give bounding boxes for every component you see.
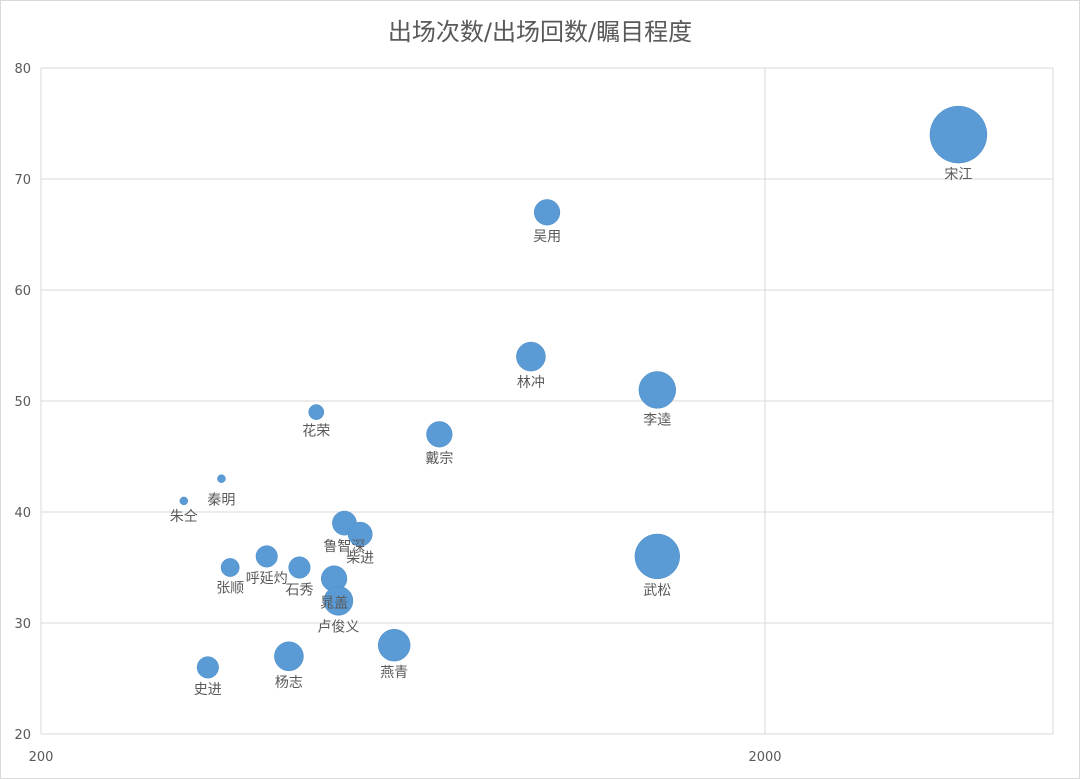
point-label: 秦明 — [207, 493, 235, 509]
point-label: 史进 — [194, 682, 222, 698]
bubble-point — [255, 545, 278, 568]
point-label: 石秀 — [286, 582, 314, 598]
y-tick-label: 20 — [14, 728, 31, 743]
bubble-point — [929, 105, 988, 164]
bubble-point — [533, 199, 561, 226]
axis-tick-labels: 20 30 40 50 60 70 80 200 2000 — [14, 62, 781, 765]
point-label: 燕青 — [380, 665, 408, 681]
point-label: 武松 — [643, 583, 671, 599]
bubble-point — [426, 421, 453, 448]
point-label: 晁盖 — [320, 595, 348, 611]
bubble-point — [638, 371, 677, 409]
point-label: 戴宗 — [425, 451, 453, 467]
point-label: 宋江 — [944, 167, 972, 183]
y-tick-label: 70 — [14, 173, 31, 188]
point-label: 朱仝 — [170, 509, 198, 525]
x-tick-label: 2000 — [748, 750, 781, 765]
bubble-point — [179, 496, 189, 506]
y-tick-label: 80 — [14, 62, 31, 77]
point-label: 卢俊义 — [317, 619, 359, 635]
bubble-point — [220, 558, 240, 577]
bubble-point — [323, 586, 354, 616]
bubble-point — [634, 533, 680, 580]
bubble-point — [516, 341, 546, 372]
bubble-point — [288, 556, 311, 579]
x-tick-label: 200 — [29, 750, 54, 765]
bubble-point — [347, 521, 373, 547]
y-tick-label: 30 — [14, 617, 31, 632]
bubble-point — [196, 656, 219, 679]
point-label: 鲁智深 — [323, 539, 365, 555]
chart-title: 出场次数/出场回数/瞩目程度 — [387, 18, 693, 46]
grid-lines — [40, 67, 1054, 735]
bubble-point — [217, 474, 226, 483]
point-label: 吴用 — [533, 229, 561, 245]
y-tick-label: 50 — [14, 395, 31, 410]
bubble-point — [308, 404, 325, 420]
y-tick-label: 40 — [14, 506, 31, 521]
point-label: 张顺 — [216, 581, 244, 597]
point-label: 杨志 — [275, 675, 303, 691]
point-label: 林冲 — [517, 375, 545, 391]
point-label: 花荣 — [302, 424, 330, 440]
y-tick-label: 60 — [14, 284, 31, 299]
bubble-point — [377, 628, 411, 662]
point-label: 李逵 — [643, 412, 671, 428]
bubble-point — [274, 641, 304, 672]
point-label: 柴进 — [346, 550, 374, 566]
bubbles — [179, 105, 988, 679]
point-label: 呼延灼 — [246, 571, 288, 587]
